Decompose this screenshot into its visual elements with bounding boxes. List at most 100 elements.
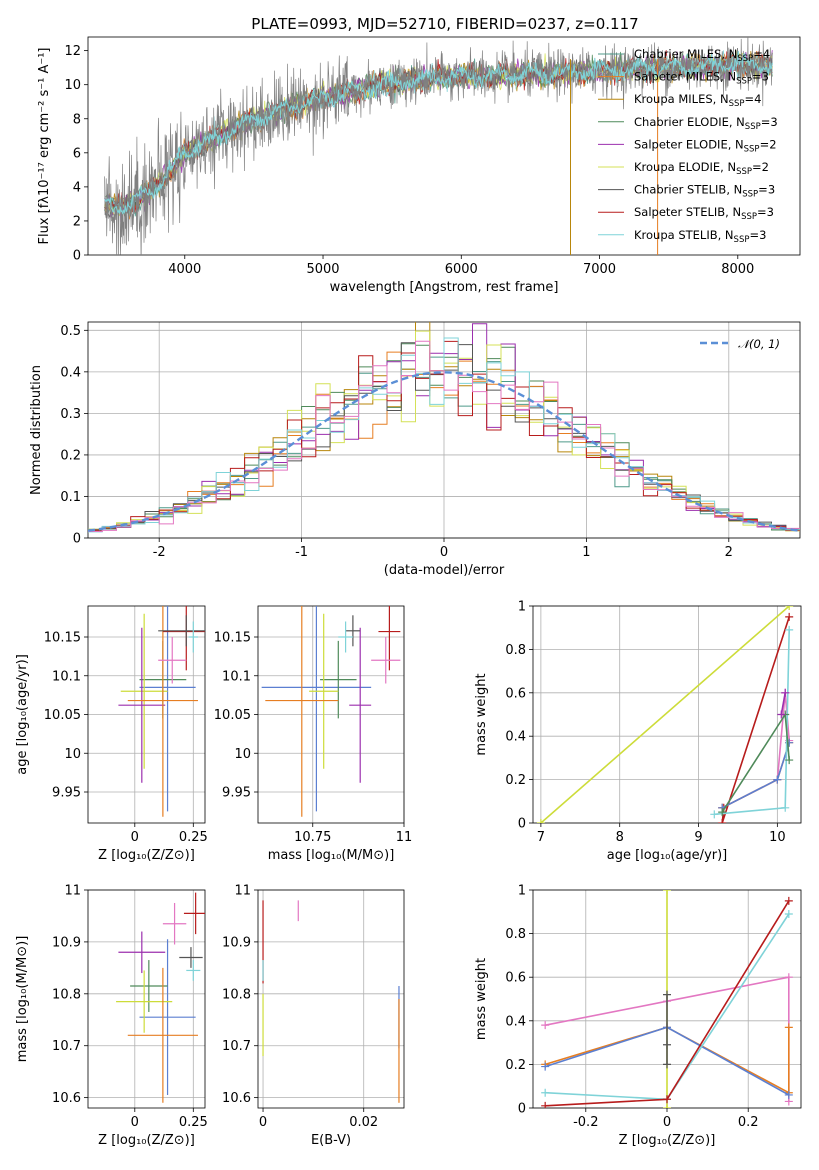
legend-entry-nssp-eq: = — [744, 92, 754, 106]
x-tick-label: 4000 — [168, 262, 201, 277]
legend-entry-nssp-eq: = — [760, 137, 770, 151]
mass-weight-line — [544, 1026, 790, 1095]
legend-entry: Salpeter ELODIE, NSSP=2 — [634, 137, 777, 154]
legend-entry-nssp-prefix: , N — [720, 160, 736, 174]
y-tick-label: 0.4 — [505, 730, 526, 745]
plus-marker — [784, 1090, 793, 1099]
legend-entry-nssp-value: 4 — [754, 92, 761, 106]
legend-entry-nssp-eq: = — [761, 115, 771, 129]
plus-marker — [773, 775, 782, 784]
y-tick-label: 0.5 — [60, 324, 81, 339]
y-tick-label: 0.8 — [505, 643, 526, 658]
legend-entry-label: Chabrier STELIB — [634, 183, 726, 197]
y-tick-label: 0.4 — [60, 365, 81, 380]
legend-entry: Kroupa MILES, NSSP=4 — [634, 92, 761, 109]
x-tick-label: 0.2 — [738, 1115, 759, 1130]
y-tick-label: 11 — [234, 884, 251, 899]
legend-entry-nssp-prefix: , N — [729, 115, 745, 129]
plus-marker — [781, 688, 790, 697]
legend-entry-nssp-sub: SSP — [745, 122, 761, 132]
legend-entry-nssp-eq: = — [757, 205, 767, 219]
x-axis-label: wavelength [Angstrom, rest frame] — [330, 280, 559, 295]
legend-entry-nssp-value: 3 — [759, 228, 766, 242]
y-tick-label: 1 — [518, 884, 526, 899]
mass-vs-metallicity-panel: 0 0.25 10.6 10.7 10.8 10.9 11 Z [log₁₀(Z/Z⊙)] ma… — [15, 884, 208, 1149]
x-tick-label: 5000 — [306, 262, 339, 277]
y-axis-label: Flux [fλ10⁻¹⁷ erg cm⁻² s⁻¹ A⁻¹] — [37, 48, 52, 245]
mass-weight-vs-age-panel: 7 8 9 10 0 0.2 0.4 0.6 0.8 1 age [log₁₀(age/yr)] ma… — [474, 600, 802, 863]
plus-marker — [663, 1040, 671, 1049]
legend-entry-nssp-prefix: , N — [718, 228, 734, 242]
legend-entry-nssp-prefix: , N — [720, 70, 736, 84]
y-tick-label: 10.9 — [52, 935, 81, 950]
legend-entry-label: Kroupa ELODIE — [634, 160, 720, 174]
plus-marker — [781, 803, 790, 812]
plus-marker — [784, 1023, 793, 1032]
legend-entry-nssp-prefix: , N — [713, 92, 729, 106]
legend-entry: Chabrier MILES, NSSP=4 — [634, 47, 770, 64]
axes-frame — [532, 605, 802, 824]
plus-marker — [784, 896, 793, 905]
x-tick-label: -0.2 — [573, 1115, 598, 1130]
plus-marker — [663, 1104, 671, 1108]
residual-histogram-panel: -2 -1 0 1 2 0 0.1 0.2 0.3 0.4 0.5 (data-model)/erro… — [29, 321, 801, 578]
plus-marker — [536, 819, 545, 823]
plus-marker — [541, 1062, 550, 1071]
y-axis-label: Normed distribution — [29, 365, 44, 495]
y-axis-label: mass weight — [474, 958, 489, 1040]
plot-area — [118, 606, 205, 817]
plot-area — [262, 900, 400, 1103]
mass-weight-line — [540, 606, 790, 823]
age-vs-mass-panel: 10.75 11 9.95 10 10.05 10.1 10.15 mass [log₁₀(M… — [214, 605, 413, 863]
figure-title: PLATE=0993, MJD=52710, FIBERID=0237, z=0… — [251, 15, 638, 33]
x-tick-label: 1 — [582, 545, 590, 560]
y-tick-label: 0.3 — [60, 407, 81, 422]
x-tick-label: 11 — [396, 830, 413, 845]
y-tick-label: 0.2 — [505, 1058, 526, 1073]
x-tick-label: 10 — [769, 830, 786, 845]
x-axis-label: Z [log₁₀(Z/Z⊙)] — [619, 1133, 716, 1148]
legend-entry: Chabrier ELODIE, NSSP=3 — [634, 115, 778, 132]
plus-marker — [663, 890, 671, 894]
y-tick-label: 9.95 — [52, 786, 81, 801]
y-axis-label: age [log₁₀(age/yr)] — [15, 654, 30, 775]
x-tick-label: 8000 — [721, 262, 754, 277]
mass-weight-line — [721, 616, 790, 823]
x-tick-label: 2 — [725, 545, 733, 560]
y-tick-label: 0 — [518, 1102, 526, 1117]
legend-entry-label: Kroupa STELIB — [634, 228, 718, 242]
plus-marker — [718, 819, 727, 823]
y-tick-label: 10.15 — [44, 631, 81, 646]
y-tick-label: 10 — [234, 747, 251, 762]
x-tick-label: 10.75 — [294, 830, 331, 845]
x-axis-label: (data-model)/error — [384, 563, 505, 578]
legend-entry-nssp-sub: SSP — [729, 99, 745, 109]
x-tick-label: 7 — [537, 830, 545, 845]
x-tick-label: 0 — [131, 830, 139, 845]
y-tick-label: 0.6 — [505, 971, 526, 986]
plus-marker — [785, 606, 794, 610]
plus-marker — [785, 612, 794, 621]
plus-marker — [663, 990, 671, 999]
x-tick-label: -1 — [295, 545, 308, 560]
legend-entry-label: Kroupa MILES — [634, 92, 713, 106]
y-tick-label: 9.95 — [222, 786, 251, 801]
legend-entry-nssp-sub: SSP — [744, 144, 760, 154]
y-tick-label: 10.1 — [222, 669, 251, 684]
y-tick-label: 10.7 — [52, 1039, 81, 1054]
legend-entry-nssp-prefix: , N — [726, 183, 742, 197]
mass-weight-vs-metallicity-panel: -0.2 0 0.2 0 0.2 0.4 0.6 0.8 1 Z [log₁₀(Z/Z⊙)] mas… — [474, 884, 802, 1148]
y-tick-label: 10.6 — [52, 1091, 81, 1106]
y-tick-label: 0.2 — [60, 448, 81, 463]
legend-entry-nssp-prefix: , N — [728, 137, 744, 151]
x-tick-label: 0.25 — [179, 830, 208, 845]
legend-entry-nssp-sub: SSP — [737, 54, 753, 64]
plot-area — [541, 890, 793, 1108]
legend-entry-label: 𝒩(0, 1) — [738, 337, 780, 351]
model-spectrum-line — [104, 50, 773, 215]
y-axis-label: mass [log₁₀(M/M⊙)] — [15, 936, 30, 1063]
x-axis-label: Z [log₁₀(Z/Z⊙)] — [98, 848, 195, 863]
y-tick-label: 0.1 — [60, 490, 81, 505]
age-vs-metallicity-panel: 0 0.25 9.95 10 10.05 10.1 10.15 Z [log₁₀(Z/Z⊙)]… — [15, 605, 208, 863]
